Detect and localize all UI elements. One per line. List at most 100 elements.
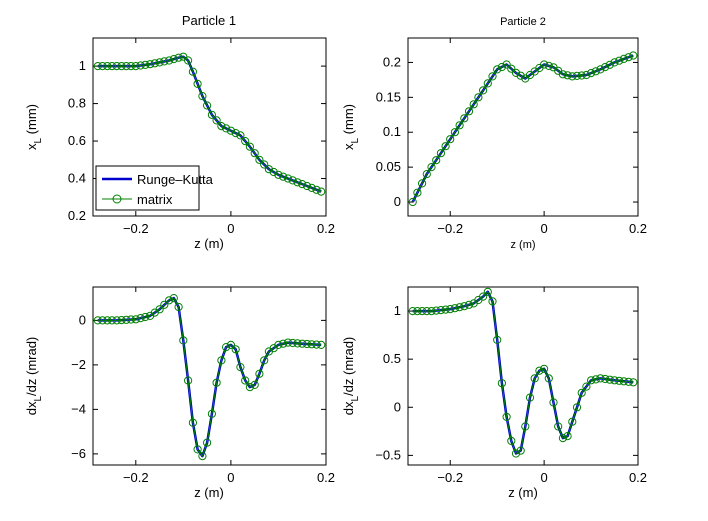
- matrix-marker: [540, 364, 549, 373]
- matrix-marker: [544, 61, 553, 71]
- matrix-marker: [516, 71, 525, 80]
- matrix-marker: [155, 305, 164, 314]
- y-axis-label-main: dx: [24, 401, 39, 415]
- matrix-marker: [188, 67, 197, 76]
- legend-box: [95, 165, 200, 211]
- matrix-marker: [112, 316, 121, 325]
- matrix-marker: [165, 296, 174, 305]
- y-axis-label-unit: (mm): [341, 104, 356, 138]
- y-tick-label: 0.2: [68, 208, 86, 223]
- x-axis-label: z (m): [510, 239, 535, 251]
- y-tick-label: 0.1: [383, 124, 401, 139]
- matrix-marker: [488, 297, 497, 306]
- matrix-marker: [610, 58, 619, 67]
- matrix-marker: [441, 142, 450, 151]
- matrix-marker: [160, 57, 169, 66]
- axes-box: [92, 286, 327, 466]
- matrix-marker: [298, 180, 307, 189]
- matrix-marker: [146, 60, 155, 69]
- matrix-marker: [432, 306, 441, 315]
- matrix-marker: [207, 110, 216, 119]
- y-tick-label: 0: [394, 194, 401, 209]
- y-tick-label: −6: [71, 446, 86, 461]
- y-tick-label: 0.4: [68, 171, 86, 186]
- y-axis-label-subscript: L: [350, 396, 361, 402]
- matrix-marker: [136, 61, 145, 70]
- matrix-marker: [307, 340, 316, 349]
- matrix-marker: [103, 316, 112, 325]
- matrix-marker: [540, 60, 549, 69]
- x-tick-label: 0.2: [317, 470, 335, 485]
- matrix-marker: [126, 62, 136, 71]
- matrix-marker: [226, 340, 235, 349]
- matrix-marker: [549, 398, 558, 407]
- matrix-marker: [107, 316, 117, 325]
- panel-particle-2-position: Particle 2 z (m) −0.2 0 0.2 0 0.05 0.1 0.15 0.2…: [341, 16, 647, 251]
- matrix-marker: [131, 62, 140, 71]
- matrix-marker: [436, 306, 445, 315]
- matrix-marker: [260, 160, 269, 169]
- matrix-marker: [624, 377, 633, 386]
- matrix-marker: [117, 316, 126, 325]
- matrix-marker: [122, 315, 131, 324]
- matrix-marker: [117, 62, 126, 71]
- matrix-marker: [226, 126, 235, 135]
- matrix-marker: [493, 65, 502, 74]
- matrix-marker: [493, 335, 502, 344]
- matrix-marker: [408, 307, 417, 316]
- x-tick-label: −0.2: [123, 221, 149, 236]
- matrix-marker: [93, 316, 102, 325]
- matrix-marker: [464, 300, 474, 309]
- matrix-marker: [422, 170, 431, 179]
- y-tick-label: 0.15: [376, 89, 401, 104]
- matrix-marker: [212, 378, 221, 387]
- matrix-marker: [207, 409, 216, 418]
- matrix-marker: [302, 339, 312, 349]
- matrix-marker: [535, 366, 544, 375]
- matrix-marker: [255, 369, 264, 378]
- matrix-marker: [193, 445, 202, 454]
- matrix-marker: [141, 60, 150, 70]
- matrix-marker: [188, 418, 197, 427]
- series-line-matrix: [97, 56, 322, 193]
- matrix-marker: [624, 53, 633, 62]
- x-tick-label: −0.2: [437, 221, 463, 236]
- matrix-marker: [174, 302, 183, 312]
- matrix-marker: [231, 345, 240, 354]
- y-axis-label: dxL/dz (mrad): [341, 337, 361, 416]
- x-tick-label: 0: [541, 221, 548, 236]
- matrix-marker: [596, 374, 605, 383]
- x-axis-label: z (m): [194, 485, 224, 500]
- matrix-marker: [629, 51, 638, 60]
- matrix-marker: [605, 375, 614, 384]
- matrix-marker: [169, 294, 178, 303]
- matrix-marker: [544, 374, 553, 383]
- x-tick-label: 0.2: [629, 221, 647, 236]
- matrix-marker: [418, 307, 427, 316]
- y-axis-label-unit: (mm): [24, 104, 39, 138]
- matrix-marker: [98, 316, 107, 325]
- y-tick-label: −0.5: [375, 447, 401, 462]
- matrix-marker: [317, 187, 326, 196]
- y-axis-label: dxL/dz (mrad): [24, 337, 44, 416]
- matrix-marker: [217, 122, 226, 131]
- y-axis-label: xL (mm): [341, 104, 361, 150]
- matrix-marker: [601, 63, 610, 72]
- matrix-marker: [497, 379, 506, 388]
- matrix-marker: [619, 377, 629, 386]
- matrix-marker: [236, 131, 245, 140]
- matrix-marker: [601, 374, 610, 384]
- matrix-marker: [98, 62, 107, 71]
- y-tick-label: 0.6: [68, 133, 86, 148]
- matrix-marker: [217, 356, 226, 365]
- matrix-marker: [554, 422, 563, 431]
- y-axis-label-unit: /dz (mrad): [24, 337, 39, 396]
- matrix-marker: [107, 62, 117, 71]
- matrix-marker: [288, 338, 297, 348]
- matrix-marker: [283, 174, 293, 183]
- matrix-marker: [455, 121, 464, 130]
- matrix-marker: [413, 188, 422, 197]
- matrix-marker: [245, 142, 254, 151]
- matrix-marker: [436, 149, 445, 158]
- matrix-marker: [283, 338, 293, 347]
